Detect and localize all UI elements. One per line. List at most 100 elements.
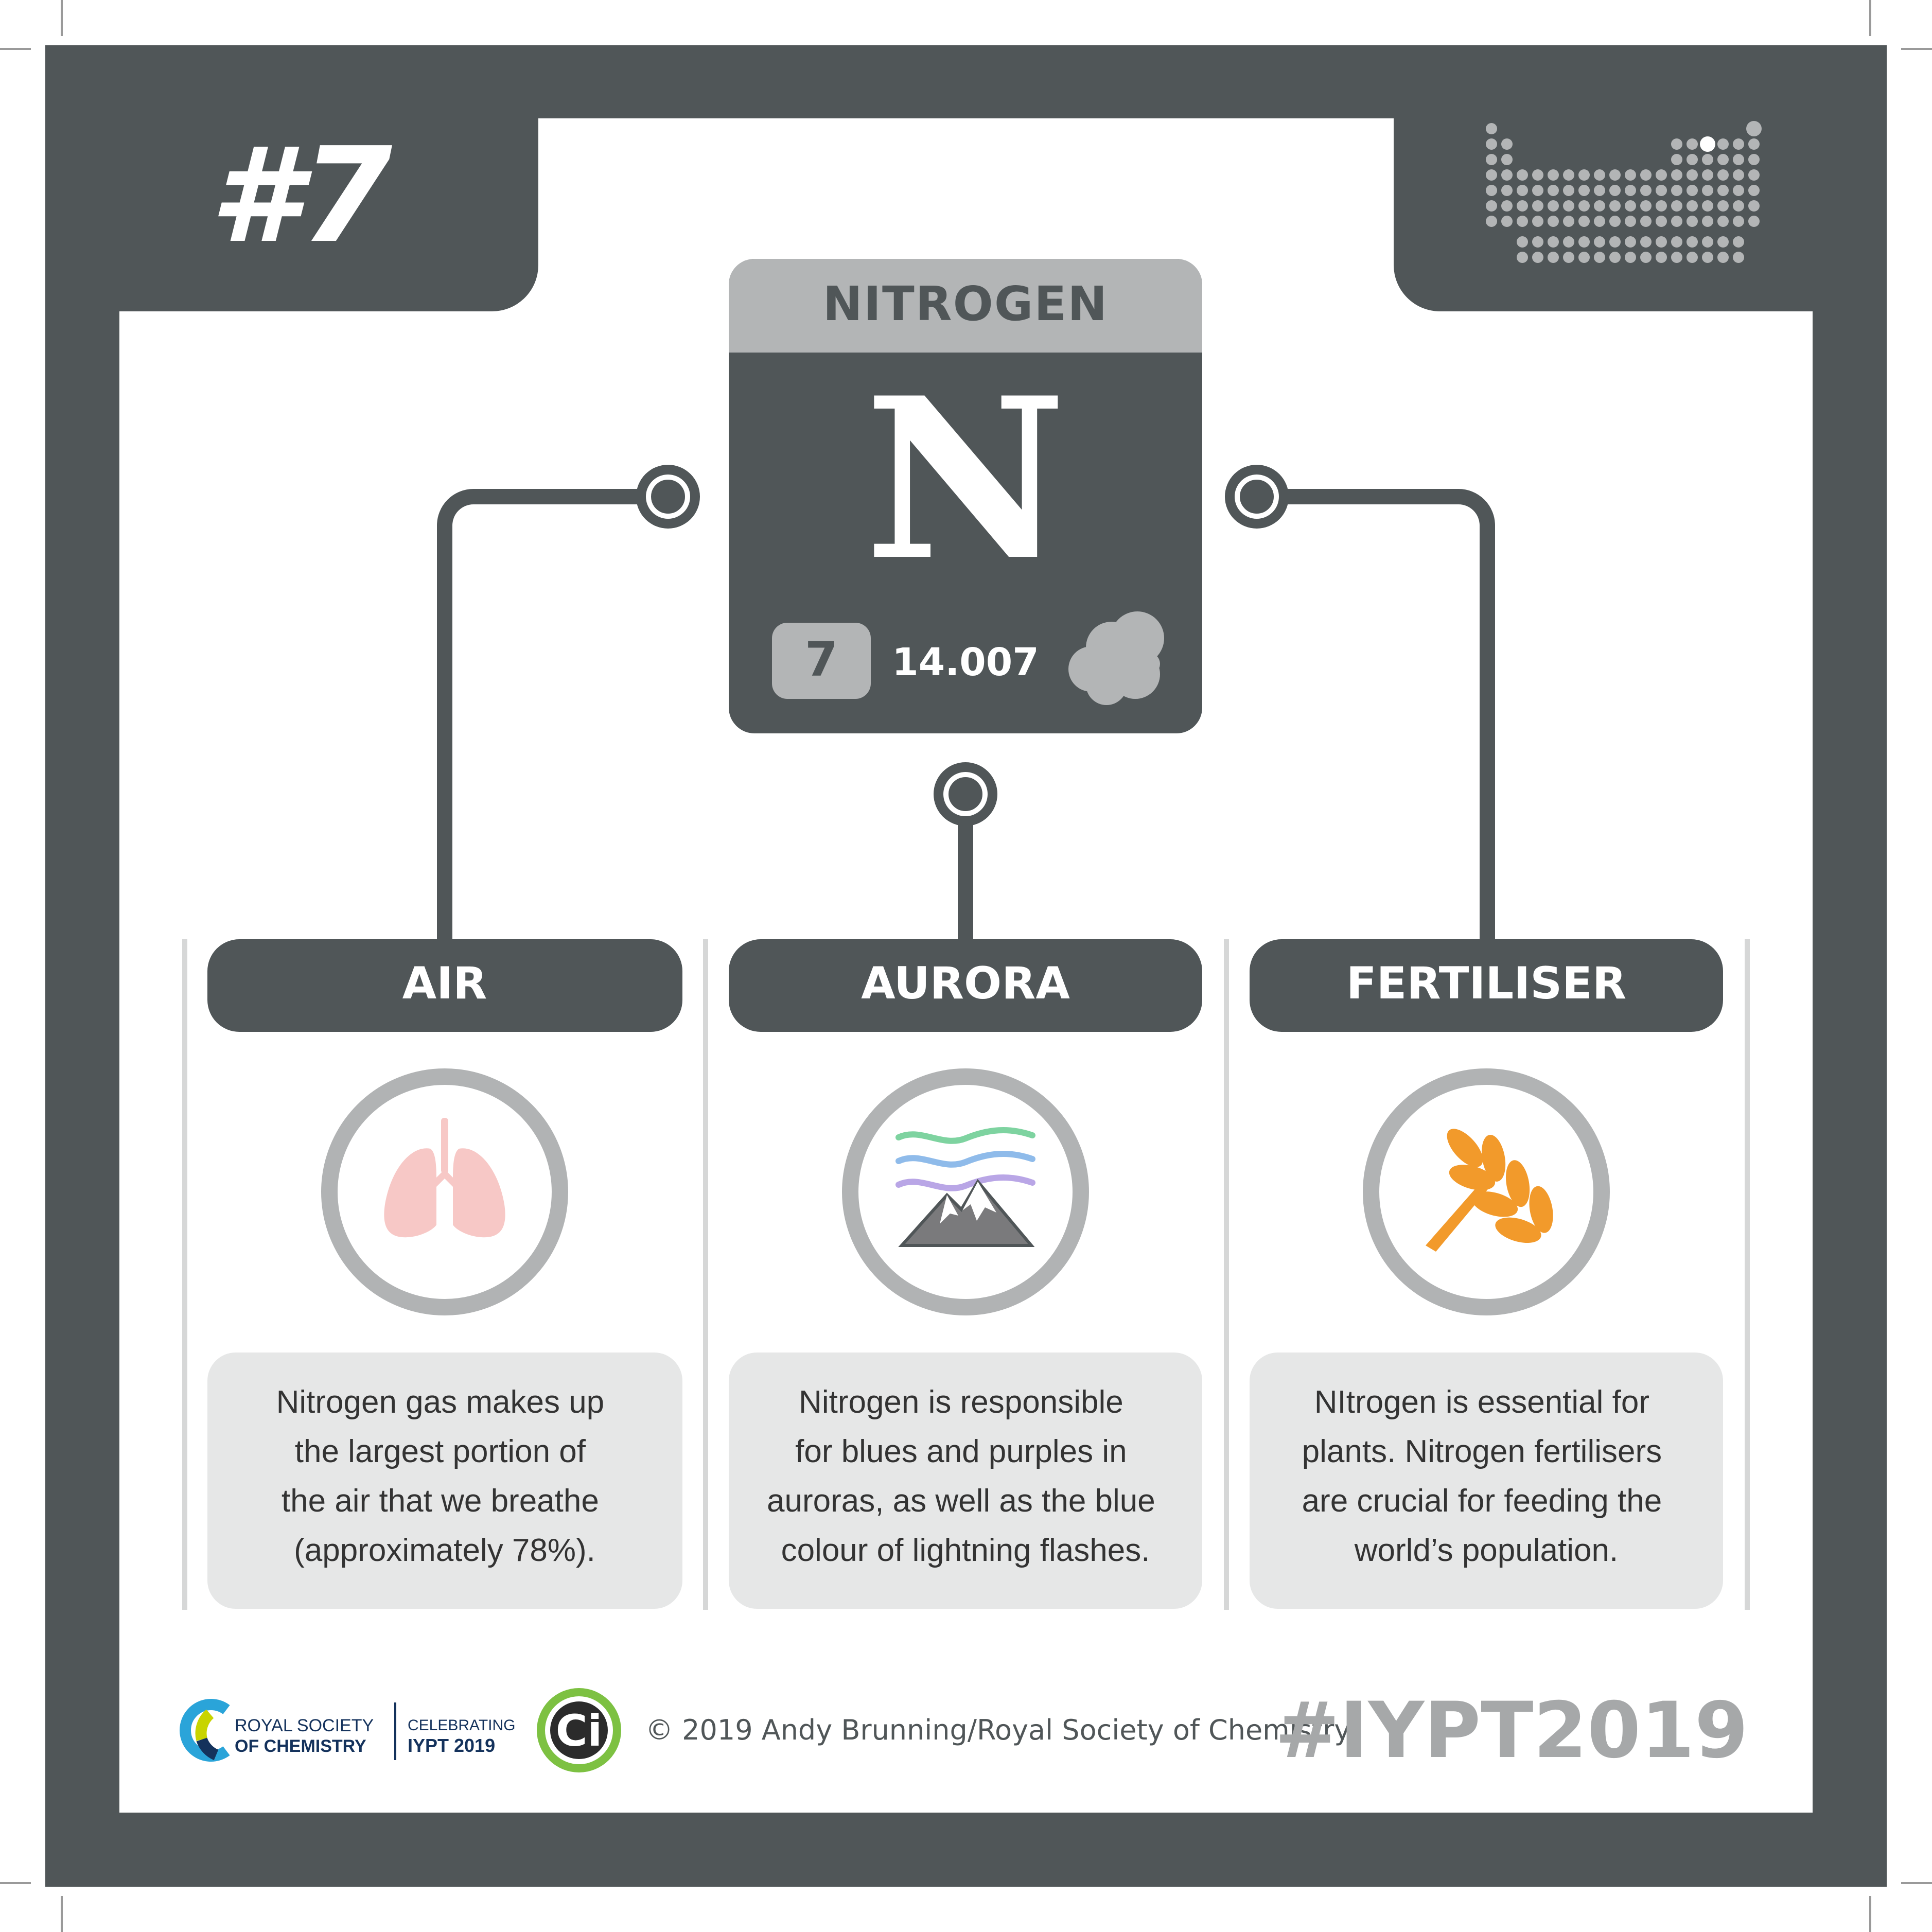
element-dot bbox=[1548, 216, 1559, 227]
description-line: the largest portion of bbox=[295, 1434, 586, 1469]
element-dot bbox=[1733, 236, 1744, 248]
element-dot bbox=[1717, 169, 1729, 181]
element-dot bbox=[1609, 169, 1621, 181]
element-dot bbox=[1532, 216, 1543, 227]
description-line: Nitrogen gas makes up bbox=[276, 1384, 605, 1420]
element-dot bbox=[1532, 236, 1543, 248]
aurora-mountain-icon bbox=[895, 1127, 1035, 1247]
element-dot bbox=[1486, 138, 1497, 150]
element-dot bbox=[1671, 236, 1682, 248]
element-dot bbox=[1702, 154, 1713, 165]
element-dot bbox=[1517, 169, 1528, 181]
element-dot bbox=[1748, 200, 1760, 212]
element-dot bbox=[1548, 252, 1559, 263]
periodic-table-icon bbox=[1486, 121, 1762, 263]
celebrating-line1: CELEBRATING bbox=[408, 1717, 516, 1734]
element-dot bbox=[1687, 169, 1698, 181]
copyright-text: © 2019 Andy Brunning/Royal Society of Ch… bbox=[645, 1714, 1350, 1746]
use-title: FERTILISER bbox=[1346, 958, 1626, 1009]
element-dot bbox=[1671, 138, 1682, 150]
rsc-logo: ROYAL SOCIETY OF CHEMISTRY CELEBRATING I… bbox=[180, 1699, 516, 1762]
element-dot bbox=[1548, 236, 1559, 248]
element-dot bbox=[1578, 252, 1590, 263]
element-dot bbox=[1609, 200, 1621, 212]
element-dot bbox=[1748, 169, 1760, 181]
element-dot bbox=[1671, 169, 1682, 181]
element-dot bbox=[1717, 252, 1729, 263]
element-dot bbox=[1594, 252, 1605, 263]
element-dot bbox=[1640, 216, 1652, 227]
lungs-icon bbox=[384, 1118, 505, 1238]
element-dot bbox=[1671, 154, 1682, 165]
use-title: AIR bbox=[402, 958, 487, 1009]
element-dot bbox=[1609, 216, 1621, 227]
element-dot bbox=[1486, 123, 1497, 134]
description-box bbox=[207, 1353, 682, 1609]
description-line: Nitrogen is responsible bbox=[799, 1384, 1123, 1420]
description-line: for blues and purples in bbox=[795, 1434, 1127, 1469]
column-dividers bbox=[182, 939, 1750, 1610]
element-dot bbox=[1687, 236, 1698, 248]
title-bar bbox=[207, 939, 682, 1032]
element-dot bbox=[1501, 200, 1513, 212]
element-dot bbox=[1640, 236, 1652, 248]
element-dot bbox=[1733, 185, 1744, 196]
element-dot bbox=[1625, 252, 1636, 263]
element-dot bbox=[1532, 252, 1543, 263]
element-symbol: N bbox=[864, 349, 1066, 609]
atomic-number: 7 bbox=[805, 632, 838, 687]
use-card-air: AIR Nitrogen gas makes up the largest po… bbox=[207, 939, 682, 1609]
icon-ring bbox=[321, 1068, 568, 1315]
element-dot bbox=[1563, 252, 1574, 263]
atomic-mass: 14.007 bbox=[892, 640, 1039, 684]
element-name: NITROGEN bbox=[823, 276, 1108, 331]
highlighted-element-dot bbox=[1700, 136, 1715, 152]
description-line: colour of lightning flashes. bbox=[781, 1533, 1150, 1568]
element-dot bbox=[1578, 185, 1590, 196]
element-dot bbox=[1594, 185, 1605, 196]
atomic-number-box bbox=[772, 623, 871, 699]
element-dot bbox=[1656, 236, 1667, 248]
element-dot bbox=[1548, 169, 1559, 181]
description-line: NItrogen is essential for bbox=[1314, 1384, 1649, 1420]
element-dot bbox=[1640, 169, 1652, 181]
element-dot bbox=[1578, 216, 1590, 227]
element-dot bbox=[1717, 216, 1729, 227]
element-dot bbox=[1717, 138, 1729, 150]
element-dot bbox=[1671, 200, 1682, 212]
element-dot bbox=[1609, 185, 1621, 196]
element-dot bbox=[1548, 185, 1559, 196]
element-dot bbox=[1532, 200, 1543, 212]
element-dot bbox=[1594, 169, 1605, 181]
element-dot bbox=[1486, 154, 1497, 165]
description-line: (approximately 78%). bbox=[294, 1533, 595, 1568]
element-dot bbox=[1671, 216, 1682, 227]
element-dot bbox=[1578, 200, 1590, 212]
description-line: world’s population. bbox=[1354, 1533, 1618, 1568]
element-dot bbox=[1625, 200, 1636, 212]
element-dot bbox=[1702, 185, 1713, 196]
element-dot bbox=[1532, 169, 1543, 181]
element-number-badge: #7 bbox=[210, 119, 393, 272]
element-dot bbox=[1594, 216, 1605, 227]
element-dot bbox=[1563, 216, 1574, 227]
element-dot bbox=[1517, 185, 1528, 196]
element-dot bbox=[1687, 216, 1698, 227]
element-dot bbox=[1748, 154, 1760, 165]
element-dot bbox=[1563, 236, 1574, 248]
use-card-aurora: AURORA Nitrogen is responsible for blues… bbox=[729, 939, 1202, 1609]
element-dot bbox=[1687, 138, 1698, 150]
use-title: AURORA bbox=[861, 958, 1070, 1009]
svg-text:Nitrogen is responsible: Nitrogen is responsible for blues and pu… bbox=[767, 1384, 1164, 1568]
element-dot bbox=[1687, 185, 1698, 196]
use-card-fertiliser: FERTILISER NItrogen is essential for pla… bbox=[1250, 939, 1723, 1609]
element-dot bbox=[1517, 236, 1528, 248]
element-dot bbox=[1594, 236, 1605, 248]
element-dot bbox=[1532, 185, 1543, 196]
celebrating-line2: IYPT 2019 bbox=[408, 1735, 495, 1756]
element-dot bbox=[1625, 185, 1636, 196]
element-dot bbox=[1578, 236, 1590, 248]
element-dot bbox=[1501, 185, 1513, 196]
